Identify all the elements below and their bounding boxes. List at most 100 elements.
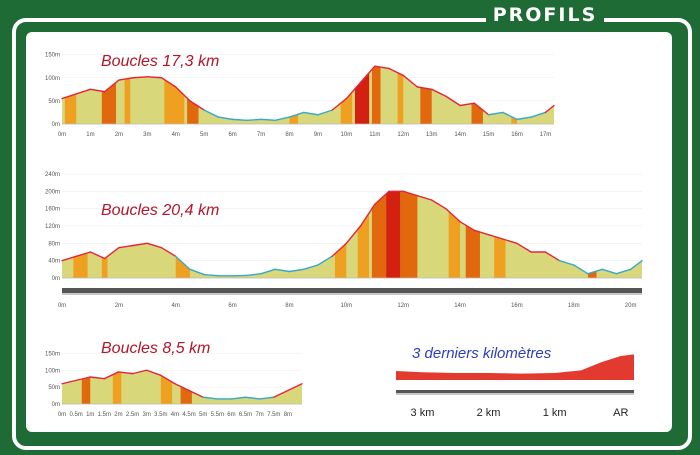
profile-outline-segment [160, 77, 177, 88]
profile-outline-segment [103, 371, 120, 380]
profile-outline-segment [388, 67, 404, 77]
finish-x-tick-label: 3 km [411, 407, 435, 419]
profile-outline-segment [117, 371, 134, 375]
profile-outline-segment [473, 229, 490, 236]
x-tick-label: 5m [200, 132, 208, 138]
x-tick-label: 6.5m [239, 412, 252, 418]
x-tick-label: 13m [426, 132, 438, 138]
profile-outline-segment [487, 233, 504, 240]
profile-outline-segment [217, 116, 234, 121]
x-tick-label: 2m [114, 412, 122, 418]
profile-outline-segment [402, 74, 419, 88]
y-tick-label: 200m [45, 189, 60, 195]
y-tick-label: 80m [48, 241, 60, 247]
x-tick-label: 1m [86, 132, 94, 138]
slope-band [354, 66, 370, 124]
chart-svg-4: 3 km 2 km 1 km AR 3 derniers kilomètres [396, 345, 634, 419]
slope-band [471, 66, 483, 124]
x-tick-label: 4m [172, 303, 180, 309]
chart-svg-2: 0m 40m 80m 120m 160m 200m 240m 0m 2m 4m 6m 8m 10m 12m… [45, 172, 643, 309]
x-tick-label: 5m [199, 412, 207, 418]
x-tick-label: 0.5m [69, 412, 82, 418]
x-tick-label: 17m [540, 132, 552, 138]
profile-outline-segment [345, 225, 362, 245]
x-tick-label: 3m [143, 412, 151, 418]
y-tick-label: 50m [48, 385, 60, 391]
y-tick-label: 0m [52, 122, 60, 128]
slope-band [160, 370, 173, 404]
profile-outline-segment [416, 86, 433, 91]
profile-outline-segment [75, 376, 91, 382]
x-tick-label: 12m [397, 132, 409, 138]
x-tick-label: 10m [341, 132, 353, 138]
x-tick-label: 7m [255, 412, 263, 418]
chart-boucles-20-4: 0m 40m 80m 120m 160m 200m 240m 0m 2m 4m 6m 8m 10m 12m… [36, 168, 651, 328]
profile-outline-segment [89, 88, 106, 93]
slope-band [112, 370, 122, 404]
finish-x-tick-label: AR [613, 407, 628, 419]
profile-outline-segment [587, 268, 603, 275]
profile-outline-segment [317, 109, 333, 116]
profile-outline-segment [146, 242, 163, 249]
y-tick-label: 100m [45, 76, 60, 82]
profile-outline-segment [132, 76, 149, 79]
x-tick-label: 6m [228, 303, 236, 309]
profile-outline-segment [302, 264, 319, 271]
chart-title: Boucles 8,5 km [101, 340, 210, 357]
profile-outline-segment [189, 100, 205, 111]
distance-bar [62, 288, 642, 293]
profile-outline-segment [258, 396, 275, 400]
profile-outline-segment [103, 246, 120, 260]
x-tick-label: 7.5m [267, 412, 280, 418]
profile-outline-segment [246, 118, 262, 122]
finish-distance-bar [396, 390, 634, 393]
profile-outline-segment [202, 396, 218, 400]
x-tick-label: 0m [58, 132, 66, 138]
profile-outline-segment [246, 272, 262, 277]
slope-band [420, 66, 432, 124]
profile-outline-segment [459, 102, 476, 107]
profile-outline-segment [160, 374, 176, 385]
slope-band [465, 191, 480, 278]
profile-outline-segment [331, 97, 348, 111]
x-tick-label: 15m [483, 132, 495, 138]
slope-band [340, 66, 353, 124]
x-tick-label: 2m [115, 303, 123, 309]
x-tick-label: 9m [314, 132, 322, 138]
chart-title: Boucles 20,4 km [101, 202, 219, 219]
profile-outline-segment [230, 396, 247, 400]
slope-band [386, 191, 401, 278]
profile-outline-segment [303, 111, 319, 116]
profile-outline-segment [287, 383, 303, 392]
x-tick-label: 12m [397, 303, 409, 309]
profile-outline-segment [502, 111, 518, 121]
x-tick-label: 18m [568, 303, 580, 309]
profile-outline-segment [402, 190, 419, 197]
profile-outline-segment [174, 383, 190, 392]
x-tick-label: 3m [143, 132, 151, 138]
profile-outline-segment [189, 268, 205, 276]
finish-distance-bar-shadow [396, 393, 634, 395]
slope-band [73, 191, 88, 278]
profile-outline-segment [288, 268, 305, 273]
profile-outline-segment [132, 242, 148, 247]
chart-last-3km: 3 km 2 km 1 km AR 3 derniers kilomètres [390, 342, 650, 427]
finish-chart-title: 3 derniers kilomètres [412, 345, 552, 362]
x-tick-label: 2.5m [126, 412, 139, 418]
profile-outline-segment [160, 246, 177, 258]
profile-outline-segment [260, 118, 276, 122]
slope-band [371, 191, 387, 278]
x-tick-label: 1.5m [98, 412, 111, 418]
profile-outline-segment [615, 268, 632, 275]
distance-bar-shadow [62, 293, 642, 295]
profile-outline-segment [601, 268, 618, 275]
profile-outline-segment [89, 251, 106, 260]
x-tick-label: 4m [171, 412, 179, 418]
y-tick-label: 150m [45, 53, 60, 59]
profile-outline-segment [345, 81, 362, 100]
slope-band [357, 191, 370, 278]
profile-outline-segment [516, 116, 532, 121]
x-tick-label: 16m [511, 132, 523, 138]
y-tick-label: 240m [45, 172, 60, 178]
